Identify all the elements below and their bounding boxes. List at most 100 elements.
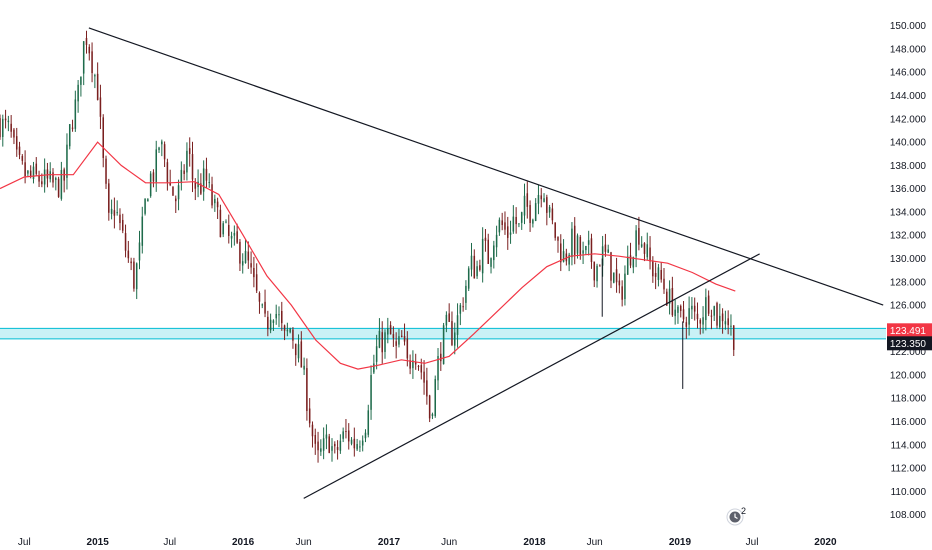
candle-body: [381, 332, 383, 353]
y-tick-label: 132.000: [890, 231, 927, 242]
y-tick-label: 110.000: [891, 487, 927, 498]
y-tick-label: 150.000: [890, 21, 927, 32]
moving-average-line[interactable]: [0, 141, 736, 370]
candle-body: [60, 169, 63, 199]
y-tick-label: 120.000: [890, 370, 927, 381]
candle-body: [613, 272, 615, 283]
candle-body: [113, 210, 116, 216]
candle-body: [133, 261, 135, 289]
candle-body: [400, 335, 403, 338]
price-label-badge: [887, 336, 932, 351]
candle-body: [520, 212, 523, 223]
candle-body: [378, 330, 381, 348]
candle-body: [621, 286, 623, 300]
x-tick-label: 2015: [87, 537, 110, 548]
candle-body: [194, 182, 197, 189]
candle-body: [24, 162, 26, 177]
candle-body: [91, 51, 93, 74]
events-badge[interactable]: 2: [726, 506, 746, 526]
candle-body: [646, 244, 649, 258]
candle-body: [579, 236, 582, 255]
candle-body: [484, 237, 487, 241]
candle-body: [230, 235, 233, 239]
candle-body: [239, 241, 241, 264]
candle-body: [320, 448, 322, 452]
candle-body: [495, 234, 498, 248]
candle-body: [241, 261, 244, 266]
candle-body: [88, 46, 91, 54]
candle-body: [498, 219, 501, 233]
candle-body: [119, 214, 121, 224]
candle-body: [459, 305, 462, 314]
candle-body: [515, 216, 517, 225]
candle-body: [247, 251, 250, 261]
candle-body: [534, 203, 537, 221]
candle-body: [632, 257, 635, 268]
ascending-trendline[interactable]: [303, 253, 760, 499]
candle-body: [420, 365, 423, 373]
candle-body: [529, 205, 531, 223]
candle-body: [292, 329, 294, 341]
x-tick-label: 2019: [669, 537, 692, 548]
candle-body: [85, 37, 88, 45]
candle-body: [350, 439, 353, 444]
y-tick-label: 122.000: [890, 347, 927, 358]
moving-average-layer: [0, 141, 736, 370]
candle-body: [654, 273, 657, 277]
candle-body: [174, 198, 177, 202]
x-tick-label: 2016: [232, 537, 255, 548]
candle-body: [671, 287, 674, 316]
candle-body: [696, 313, 699, 320]
candle-body: [66, 144, 68, 178]
candle-body: [423, 371, 425, 383]
candle-body: [573, 225, 576, 255]
candle-body: [640, 244, 643, 247]
candle-body: [373, 363, 375, 373]
price-axis[interactable]: 108.000 110.000 112.000 114.000 116.000 118.0…: [886, 0, 932, 550]
candle-body: [699, 320, 702, 324]
candle-body: [82, 41, 85, 74]
candle-body: [306, 368, 308, 411]
candle-body: [593, 261, 596, 281]
candle-body: [331, 446, 333, 451]
candle-body: [68, 124, 71, 147]
candle-body: [10, 123, 12, 132]
candle-body: [493, 245, 495, 261]
candle-body: [543, 198, 545, 202]
x-tick-label: Jul: [18, 537, 31, 548]
candle-body: [155, 149, 158, 182]
candle-body: [462, 306, 464, 308]
candle-body: [105, 158, 107, 184]
candle-body: [364, 432, 367, 439]
candle-body: [121, 219, 124, 231]
candle-body: [166, 162, 169, 183]
candle-body: [308, 408, 311, 424]
candle-body: [426, 380, 428, 397]
candle-body: [585, 245, 587, 251]
y-tick-label: 144.000: [890, 91, 927, 102]
candle-body: [440, 353, 442, 362]
candle-body: [197, 181, 199, 188]
candle-body: [135, 263, 138, 290]
time-axis[interactable]: Jul 2015 Jul 2016 Jun 2017 Jun 2018 Jun 2019 Jul 20…: [18, 537, 837, 548]
candle-body: [225, 221, 227, 223]
y-tick-label: 116.000: [891, 417, 927, 428]
y-tick-label: 138.000: [890, 161, 927, 172]
candle-body: [163, 144, 166, 160]
candle-body: [448, 313, 450, 322]
candle-body: [467, 268, 470, 289]
candle-body: [152, 172, 155, 182]
candle-body: [2, 118, 4, 137]
candle-body: [205, 168, 208, 181]
candle-body: [691, 305, 693, 310]
y-tick-label: 118.000: [891, 394, 927, 405]
candle-body: [568, 254, 570, 265]
candle-body: [707, 295, 710, 314]
candle-body: [38, 175, 40, 182]
candle-body: [649, 247, 651, 262]
candle-body: [96, 73, 99, 100]
candle-body: [71, 127, 74, 129]
candle-body: [275, 313, 277, 319]
